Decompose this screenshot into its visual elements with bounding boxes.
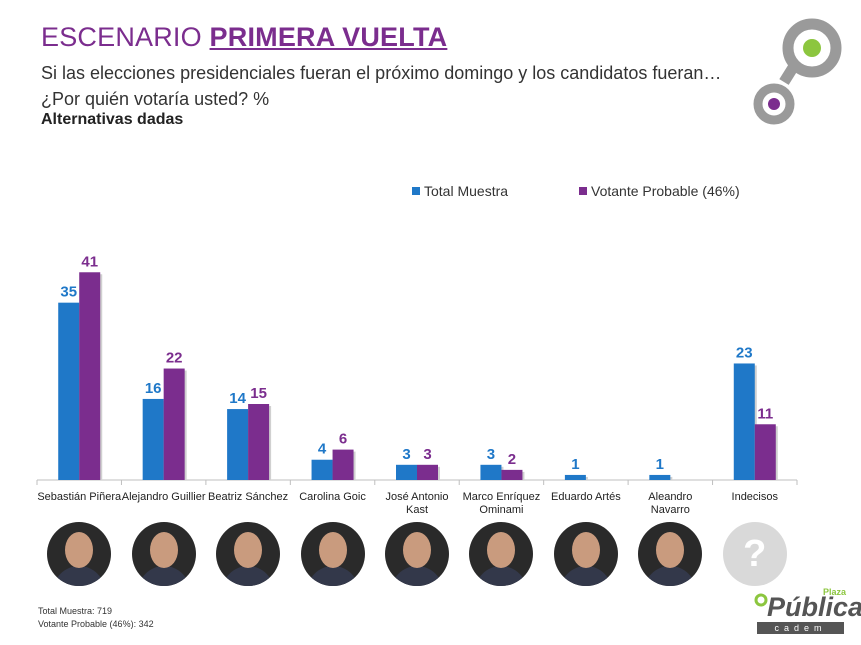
face-shape xyxy=(234,532,263,568)
category-label: Carolina Goic xyxy=(299,491,366,503)
data-label-probable: 11 xyxy=(757,405,773,422)
data-label-probable: 3 xyxy=(423,446,431,463)
footer-probable-voter: Votante Probable (46%): 342 xyxy=(38,619,154,629)
bar-total xyxy=(311,459,333,480)
bar-probable xyxy=(754,424,776,480)
data-label-total: 4 xyxy=(318,441,327,458)
data-label-total: 3 xyxy=(487,446,495,463)
data-label-probable: 6 xyxy=(339,431,347,448)
alternatives-label: Alternativas dadas xyxy=(41,111,184,128)
face-shape xyxy=(487,532,516,568)
cadem-circle-logo-icon xyxy=(753,18,842,125)
logo-publica: Pública xyxy=(767,592,861,622)
legend-item-probable: Votante Probable (46%) xyxy=(579,183,740,199)
candidate-photo xyxy=(638,522,703,586)
bar-total xyxy=(564,474,586,480)
category-label: Eduardo Artés xyxy=(551,491,621,503)
candidate-photo xyxy=(216,522,281,586)
data-label-total: 16 xyxy=(145,380,162,397)
publica-logo-icon xyxy=(754,593,768,607)
bar-total xyxy=(649,474,671,480)
legend-item-total: Total Muestra xyxy=(412,183,508,199)
legend-swatch-total xyxy=(412,187,420,195)
candidate-photo xyxy=(469,522,534,586)
candidate-photo xyxy=(553,522,618,586)
body-shape xyxy=(306,566,359,586)
page-title: ESCENARIO PRIMERA VUELTA xyxy=(41,22,448,52)
body-shape xyxy=(559,566,612,586)
logo-cadem: cadem xyxy=(757,622,844,634)
candidate-photo xyxy=(385,522,449,586)
bar-probable xyxy=(163,368,185,480)
category-label: Marco Enríquez Ominami xyxy=(462,491,541,516)
candidate-photo xyxy=(47,522,112,586)
body-shape xyxy=(53,566,106,586)
bar-total xyxy=(396,464,417,480)
candidate-photo xyxy=(300,522,365,586)
body-shape xyxy=(391,566,443,586)
footer-total-sample: Total Muestra: 719 xyxy=(38,606,113,616)
data-label-total: 1 xyxy=(571,456,579,473)
bar-probable xyxy=(417,464,438,480)
data-label-probable: 22 xyxy=(166,350,183,367)
category-label: Aleandro Navarro xyxy=(648,491,693,516)
category-label: Beatriz Sánchez xyxy=(208,491,289,503)
category-label: Indecisos xyxy=(731,491,778,503)
bar-probable xyxy=(248,404,270,480)
bar-probable xyxy=(332,449,354,480)
data-label-probable: 41 xyxy=(81,253,98,270)
bar-total xyxy=(733,363,755,480)
data-label-total: 35 xyxy=(60,284,77,301)
face-shape xyxy=(403,532,431,568)
face-shape xyxy=(571,532,600,568)
body-shape xyxy=(644,566,697,586)
bar-total xyxy=(480,464,502,480)
face-shape xyxy=(318,532,347,568)
category-label: José Antonio Kast xyxy=(385,491,449,516)
question-mark-icon: ? xyxy=(722,522,787,586)
bar-total xyxy=(142,398,164,480)
face-shape xyxy=(656,532,685,568)
bar-total xyxy=(227,409,249,480)
bar-probable xyxy=(501,469,523,480)
candidate-photo xyxy=(131,522,196,586)
face-shape xyxy=(149,532,178,568)
bar-probable xyxy=(79,272,101,480)
face-shape xyxy=(65,532,94,568)
body-shape xyxy=(222,566,275,586)
data-label-total: 14 xyxy=(229,390,246,407)
data-label-total: 1 xyxy=(656,456,664,473)
legend-swatch-probable xyxy=(579,187,587,195)
category-label: Alejandro Guillier xyxy=(121,491,206,503)
body-shape xyxy=(137,566,190,586)
bar-total xyxy=(58,302,80,480)
data-label-total: 3 xyxy=(402,446,410,463)
question-text: Si las elecciones presidenciales fueran … xyxy=(41,63,722,109)
data-label-probable: 2 xyxy=(508,451,516,468)
category-label: Sebastián Piñera xyxy=(37,491,122,503)
data-label-total: 23 xyxy=(736,344,753,361)
body-shape xyxy=(475,566,528,586)
logo-plaza: Plaza xyxy=(823,587,847,597)
data-label-probable: 15 xyxy=(250,385,267,402)
